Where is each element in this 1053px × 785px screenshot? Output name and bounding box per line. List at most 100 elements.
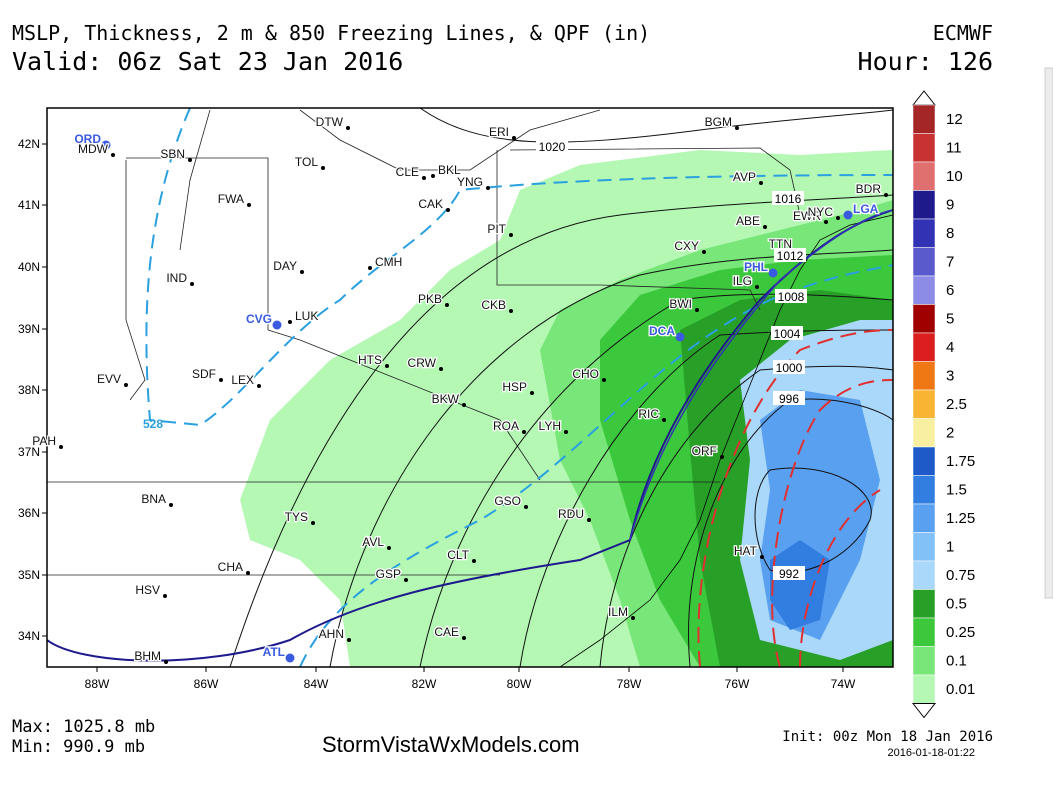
city-label: BKL [438, 163, 461, 177]
min-pressure: Min: 990.9 mb [12, 737, 145, 757]
model: ECMWF [933, 21, 993, 45]
legend-label: 1.5 [946, 482, 967, 499]
freezing-850-line [629, 209, 893, 541]
lat-label: 35N [18, 568, 40, 582]
legend-label: 0.25 [946, 624, 975, 641]
legend-swatch [912, 361, 936, 391]
city-dot [530, 391, 534, 395]
legend-label: 6 [946, 282, 954, 299]
city-dot [755, 285, 759, 289]
lon-label: 84W [304, 677, 329, 691]
site-name: StormVistaWxModels.com [322, 732, 580, 757]
city-dot [321, 166, 325, 170]
city-label: HTS [358, 353, 382, 367]
city-label: HSV [135, 583, 160, 597]
legend-label: 2 [946, 425, 954, 442]
city-label: HAT [734, 544, 758, 558]
city-dot [695, 308, 699, 312]
city-label: LUK [295, 309, 318, 323]
city-dot [720, 455, 724, 459]
city-label: MDW [78, 142, 109, 156]
legend-swatch [912, 503, 936, 533]
state-border [126, 157, 269, 330]
city-dot [169, 503, 173, 507]
legend-swatch [912, 161, 936, 191]
city-dot [735, 126, 739, 130]
isobar [599, 365, 893, 667]
city-label: CRW [408, 356, 437, 370]
isobar-label-bg [773, 566, 805, 580]
lon-label: 80W [507, 677, 532, 691]
city-dot [59, 445, 63, 449]
legend: 12 11 10 9 8 7 6 5 4 3 2.5 2 1.75 1.5 1.25 1 0.75 0.5 0.25… [911, 90, 975, 719]
city-label: TYS [285, 510, 308, 524]
lon-label: 86W [194, 677, 219, 691]
legend-swatch [912, 190, 936, 220]
city-label: CHA [218, 560, 243, 574]
city-label: ABE [736, 214, 760, 228]
city-dot [509, 233, 513, 237]
city-label: AVP [733, 170, 756, 184]
city-dot [368, 266, 372, 270]
legend-label: 8 [946, 225, 954, 242]
freezing-line [697, 329, 893, 667]
lon-label: 76W [725, 677, 750, 691]
lat-label: 42N [18, 137, 40, 151]
city-label: BKW [432, 392, 460, 406]
lon-label: 88W [85, 677, 110, 691]
legend-label: 0.5 [946, 596, 967, 613]
legend-swatch [912, 532, 936, 562]
isobar-label: 996 [779, 392, 799, 406]
city-dot [111, 153, 115, 157]
city-dot [347, 638, 351, 642]
city-label: EWR [793, 209, 821, 223]
lake-shore [299, 109, 601, 171]
city-dot [763, 225, 767, 229]
city-dot [509, 309, 513, 313]
legend-label: 9 [946, 197, 954, 214]
city-label: PKB [418, 292, 442, 306]
city-label: AVL [362, 535, 384, 549]
legend-swatch [912, 589, 936, 619]
lon-label: 82W [412, 677, 437, 691]
city-dot [247, 203, 251, 207]
city-dot [219, 378, 223, 382]
city-label: EVV [97, 372, 121, 386]
legend-label: 1.75 [946, 453, 975, 470]
city-label: ORF [692, 444, 717, 458]
city-dot [163, 594, 167, 598]
isobar-label-bg [773, 360, 805, 374]
city-dot [836, 216, 840, 220]
city-label: ROA [493, 419, 519, 433]
city-label: LGA [853, 202, 879, 216]
city-label: HSP [502, 380, 527, 394]
city-dot [188, 158, 192, 162]
city-label: PAH [32, 434, 56, 448]
city-label: PHL [744, 260, 768, 274]
legend-swatch [912, 275, 936, 305]
side-strip [1044, 67, 1053, 599]
city-label: DCA [649, 324, 675, 338]
city-label: BHM [134, 649, 161, 663]
legend-swatch [912, 389, 936, 419]
legend-swatch [912, 304, 936, 334]
city-dot [602, 378, 606, 382]
thickness-line [145, 108, 893, 427]
city-label: SDF [192, 367, 216, 381]
city-dot [462, 636, 466, 640]
city-label: CVG [246, 312, 272, 326]
timestamp: 2016-01-18-01:22 [888, 747, 975, 759]
city-dot [884, 193, 888, 197]
city-label: TOL [295, 155, 318, 169]
precip-area [770, 540, 830, 630]
isobar-label: 1008 [778, 290, 805, 304]
legend-swatch [912, 475, 936, 505]
city-dot [272, 320, 282, 330]
isobar-label: 1016 [775, 192, 802, 206]
city-dot [439, 367, 443, 371]
lat-label: 38N [18, 383, 40, 397]
city-dot [101, 140, 111, 150]
city-dot [124, 383, 128, 387]
city-dot [768, 268, 778, 278]
